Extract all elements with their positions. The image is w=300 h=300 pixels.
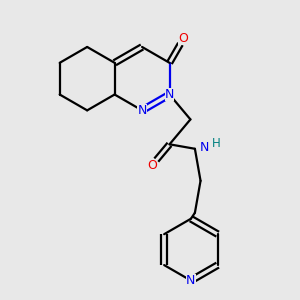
Text: N: N (137, 104, 147, 117)
Text: H: H (212, 137, 220, 150)
Text: O: O (178, 32, 188, 45)
Text: N: N (165, 88, 174, 101)
Text: O: O (147, 159, 157, 172)
Text: N: N (186, 274, 196, 287)
Text: N: N (200, 141, 209, 154)
